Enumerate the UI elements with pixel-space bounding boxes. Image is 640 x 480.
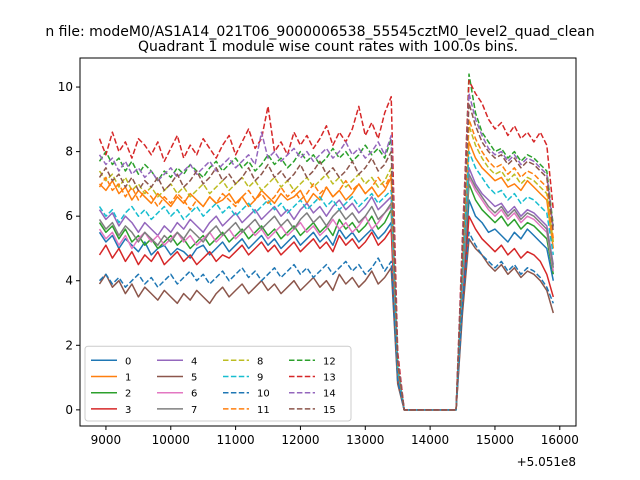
series-line-5 xyxy=(98,238,555,411)
x-tick-label: 14000 xyxy=(411,433,449,447)
legend-label-12: 12 xyxy=(323,356,336,367)
y-axis: 0 2 4 6 8 10 xyxy=(58,80,80,417)
legend-label-1: 1 xyxy=(125,373,131,384)
y-tick-label: 8 xyxy=(65,145,73,159)
series-line-12 xyxy=(98,73,555,411)
legend-label-7: 7 xyxy=(191,405,197,416)
x-axis: 9000 10000 11000 12000 13000 14000 15000 16000 xyxy=(91,426,579,447)
x-offset-label: +5.051e8 xyxy=(517,455,576,469)
series-line-9 xyxy=(98,150,555,411)
series-line-15 xyxy=(98,102,555,411)
series-line-4 xyxy=(98,167,555,411)
legend-label-10: 10 xyxy=(257,389,270,400)
legend-label-8: 8 xyxy=(257,356,263,367)
series-line-13 xyxy=(98,79,555,411)
x-tick-label: 10000 xyxy=(152,433,190,447)
y-tick-label: 2 xyxy=(65,338,73,352)
y-tick-label: 6 xyxy=(65,209,73,223)
series-line-3 xyxy=(98,215,555,411)
series-lines xyxy=(98,73,555,411)
series-line-10 xyxy=(98,231,554,411)
x-tick-label: 13000 xyxy=(346,433,384,447)
legend-label-6: 6 xyxy=(191,389,197,400)
legend-label-14: 14 xyxy=(323,389,336,400)
series-line-14 xyxy=(98,92,555,411)
axes-frame xyxy=(79,57,577,427)
legend-label-11: 11 xyxy=(257,405,270,416)
x-tick-label: 9000 xyxy=(91,433,122,447)
chart-title: Quadrant 1 module wise count rates with … xyxy=(138,39,518,55)
legend-label-5: 5 xyxy=(191,373,197,384)
legend-label-13: 13 xyxy=(323,373,336,384)
x-tick-label: 11000 xyxy=(217,433,255,447)
legend-label-3: 3 xyxy=(125,405,131,416)
plot-area: 9000 10000 11000 12000 13000 14000 15000 16000 … xyxy=(58,57,579,469)
x-tick-label: 16000 xyxy=(541,433,579,447)
x-tick-label: 12000 xyxy=(281,433,319,447)
legend-label-4: 4 xyxy=(191,356,197,367)
legend-label-2: 2 xyxy=(125,389,131,400)
series-line-7 xyxy=(98,173,555,411)
x-tick-label: 15000 xyxy=(476,433,514,447)
y-tick-label: 10 xyxy=(58,80,73,94)
series-line-0 xyxy=(98,199,555,411)
legend-box xyxy=(84,345,352,422)
legend-label-0: 0 xyxy=(125,356,131,367)
legend-label-15: 15 xyxy=(323,405,336,416)
figure-suptitle: n file: modeM0/AS1A14_021T06_9000006538_… xyxy=(45,24,594,40)
legend-label-9: 9 xyxy=(257,373,263,384)
y-tick-label: 0 xyxy=(65,403,73,417)
y-tick-label: 4 xyxy=(65,274,73,288)
series-line-11 xyxy=(98,118,555,411)
